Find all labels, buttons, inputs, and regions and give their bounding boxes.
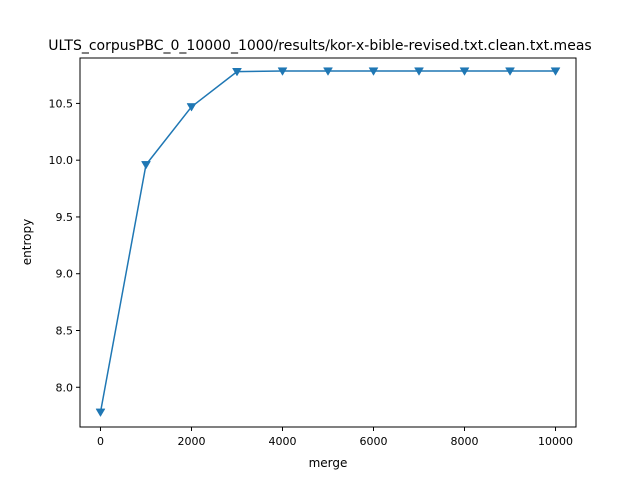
y-tick-label: 8.5 (56, 324, 74, 337)
y-tick-label: 10.0 (49, 154, 74, 167)
plot-area (95, 67, 561, 418)
data-point-marker (95, 408, 106, 418)
series-line (99, 70, 556, 413)
axes-frame (79, 57, 577, 428)
data-point-marker (323, 67, 333, 76)
x-axis-ticks: 0 2000 4000 6000 8000 10000 (97, 427, 573, 448)
data-point-marker (277, 67, 288, 76)
x-tick-label: 6000 (360, 435, 388, 448)
y-tick-label: 8.0 (56, 381, 74, 394)
y-tick-label: 10.5 (49, 97, 74, 110)
x-axis-label: merge (309, 456, 348, 470)
y-axis-ticks: 8.0 8.5 9.0 9.5 10.0 10.5 (49, 97, 80, 394)
x-tick-label: 2000 (177, 435, 205, 448)
x-tick-label: 10000 (538, 435, 573, 448)
data-point-marker (368, 67, 379, 76)
x-tick-label: 0 (97, 435, 104, 448)
y-tick-label: 9.0 (56, 268, 74, 281)
data-point-marker (141, 161, 151, 170)
x-tick-label: 8000 (451, 435, 479, 448)
data-point-marker (550, 67, 561, 76)
data-point-marker (414, 67, 424, 76)
data-point-marker (232, 68, 242, 77)
x-tick-label: 4000 (268, 435, 296, 448)
y-tick-label: 9.5 (56, 211, 74, 224)
data-point-marker (186, 103, 197, 112)
data-point-marker (459, 67, 470, 76)
data-point-marker (505, 67, 515, 76)
chart-title: ULTS_corpusPBC_0_10000_1000/results/kor-… (48, 38, 591, 54)
y-axis-label: entropy (20, 219, 34, 265)
